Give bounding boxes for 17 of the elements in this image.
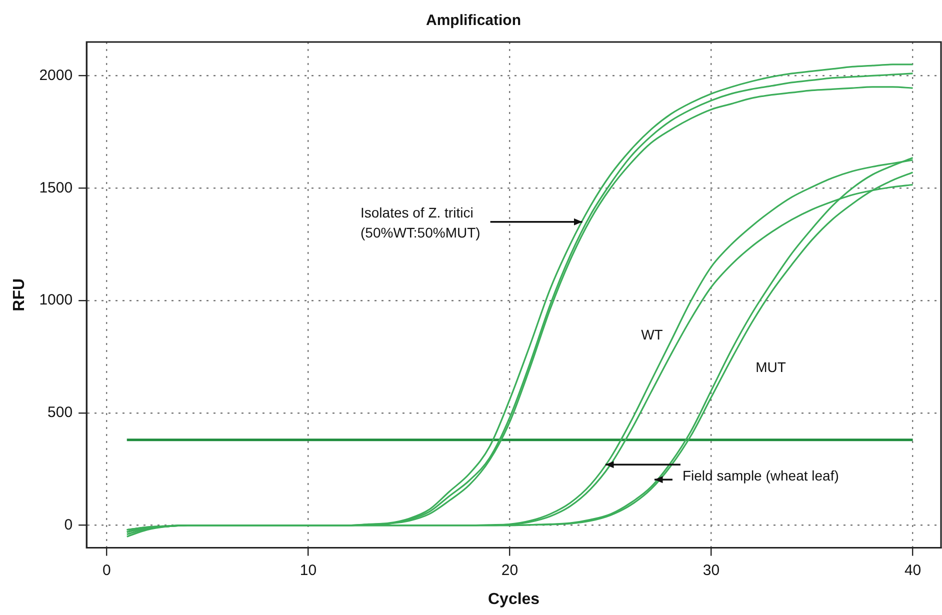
y-tick-label: 1000 bbox=[39, 292, 73, 309]
y-axis-title: RFU bbox=[11, 278, 28, 312]
x-tick-label: 40 bbox=[904, 562, 922, 579]
x-tick-label: 10 bbox=[300, 562, 317, 579]
y-tick-label: 500 bbox=[48, 404, 73, 422]
annotation: MUT bbox=[756, 359, 786, 376]
x-axis-title: Cycles bbox=[488, 590, 540, 608]
annotation: WT bbox=[641, 326, 664, 343]
annotation: Field sample (wheat leaf) bbox=[682, 467, 839, 484]
chart-title: Amplification bbox=[426, 12, 522, 30]
annotation: Isolates of Z. tritici (50%WT:50%MUT) bbox=[360, 204, 480, 241]
y-tick-label: 1500 bbox=[39, 179, 73, 196]
y-tick-label: 0 bbox=[64, 516, 73, 534]
y-tick-label: 2000 bbox=[39, 66, 73, 84]
x-tick-label: 20 bbox=[501, 562, 518, 579]
x-tick-label: 0 bbox=[102, 562, 111, 579]
x-tick-label: 30 bbox=[702, 562, 720, 579]
